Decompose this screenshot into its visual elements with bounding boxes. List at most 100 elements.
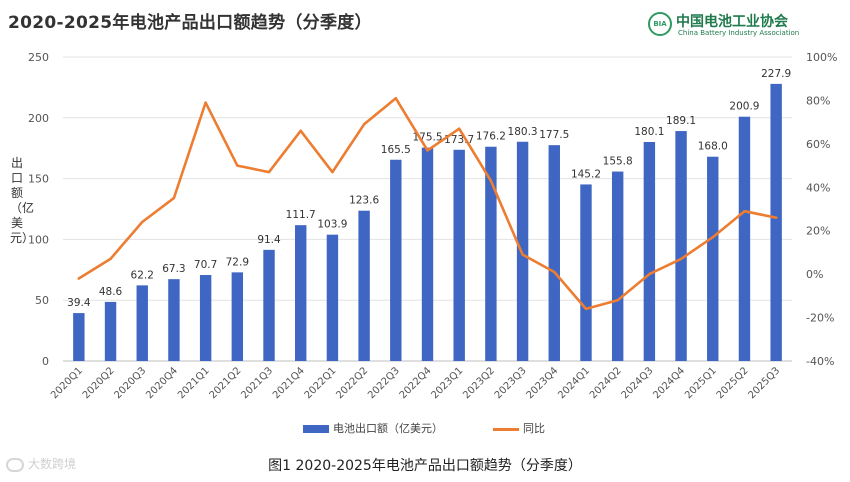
- y-right-tick-label: 80%: [806, 94, 830, 107]
- line-point: [267, 170, 271, 174]
- line-point: [679, 257, 683, 261]
- legend-line-swatch: [493, 427, 519, 431]
- logo-name: 中国电池工业协会: [676, 14, 788, 30]
- x-tick-label: 2022Q1: [303, 365, 339, 401]
- bar-data-label: 103.9: [317, 219, 347, 231]
- line-point: [457, 127, 461, 130]
- watermark-icon: [6, 457, 24, 472]
- line-point: [109, 257, 112, 261]
- x-tick-label: 2023Q4: [525, 365, 561, 401]
- bar: [231, 272, 244, 361]
- x-tick-label: 2023Q1: [429, 365, 465, 401]
- bar: [358, 210, 370, 361]
- bar: [326, 234, 339, 361]
- line-point: [711, 236, 714, 239]
- x-tick-label: 2020Q4: [144, 365, 180, 401]
- bar: [738, 116, 751, 361]
- line-point: [489, 179, 493, 182]
- bar: [263, 249, 275, 361]
- line-point: [521, 253, 524, 256]
- bar-data-label: 180.3: [508, 126, 538, 138]
- line-point: [616, 299, 619, 302]
- y-right-tick-label: 60%: [806, 138, 830, 151]
- line-point: [584, 307, 588, 311]
- x-tick-label: 2021Q1: [176, 365, 212, 401]
- bar: [485, 146, 497, 361]
- line-point: [648, 272, 651, 276]
- y-left-tick-label: 200: [28, 112, 49, 125]
- x-tick-label: 2024Q1: [556, 365, 592, 401]
- logo-icon: BIA: [648, 12, 672, 36]
- x-tick-label: 2024Q2: [588, 365, 624, 401]
- x-tick-label: 2021Q4: [271, 365, 307, 401]
- bar: [611, 171, 624, 361]
- legend-line-label: 同比: [523, 422, 545, 435]
- bar-data-label: 155.8: [603, 156, 633, 168]
- bar: [295, 225, 307, 361]
- y-right-tick-label: -20%: [806, 312, 834, 325]
- bar: [104, 301, 117, 361]
- line-point: [394, 97, 398, 100]
- bar: [580, 184, 592, 361]
- bar: [643, 141, 656, 361]
- bar: [199, 275, 212, 361]
- bar: [168, 279, 180, 361]
- bar-data-label: 200.9: [729, 101, 759, 113]
- line-point: [743, 209, 746, 213]
- line-point: [204, 101, 207, 104]
- y-left-tick-label: 250: [28, 51, 49, 64]
- bar-data-label: 48.6: [99, 286, 123, 298]
- line-point: [331, 170, 334, 174]
- bar-data-label: 165.5: [381, 144, 411, 156]
- bar-data-label: 175.5: [412, 132, 442, 144]
- bar-data-label: 70.7: [194, 259, 217, 271]
- line-point: [77, 277, 81, 280]
- bar-data-label: 180.1: [634, 126, 664, 138]
- bar-data-label: 62.2: [131, 269, 154, 281]
- line-point: [141, 220, 144, 224]
- chart-title: 2020-2025年电池产品出口额趋势（分季度）: [8, 13, 372, 33]
- x-tick-label: 2024Q3: [620, 365, 656, 401]
- bar-data-label: 145.2: [571, 168, 601, 180]
- combo-chart: 0 50 100 150 200 250 -40% -20% 0% 20% 40% 60% 80% 10…: [28, 51, 837, 401]
- line-point: [426, 149, 429, 152]
- x-tick-label: 2022Q4: [398, 365, 434, 401]
- x-tick-label: 2025Q2: [715, 365, 751, 401]
- x-tick-label: 2025Q3: [746, 365, 782, 401]
- bar-data-label: 176.2: [476, 131, 506, 143]
- x-tick-label: 2020Q1: [49, 365, 85, 401]
- bar: [707, 156, 719, 361]
- legend: 电池出口额（亿美元） 同比: [303, 420, 545, 436]
- y-right-tick-label: 40%: [806, 181, 830, 194]
- legend-bar-swatch: [303, 425, 329, 433]
- x-tick-label: 2022Q3: [366, 365, 402, 401]
- bar-data-label: 168.0: [698, 141, 728, 153]
- legend-bar-label: 电池出口额（亿美元）: [333, 422, 443, 435]
- bar: [136, 285, 148, 361]
- line-point: [362, 123, 366, 126]
- bar: [453, 149, 465, 361]
- y-right-tick-label: -40%: [806, 355, 834, 368]
- bar: [548, 145, 560, 361]
- y-right-tick-label: 20%: [806, 225, 830, 238]
- bar-data-label: 91.4: [257, 234, 281, 246]
- line-point: [236, 164, 239, 167]
- bar: [770, 83, 782, 361]
- y-left-tick-label: 50: [35, 294, 49, 307]
- x-axis-ticks: 2020Q12020Q22020Q32020Q42021Q12021Q22021…: [49, 365, 782, 401]
- y-left-tick-label: 100: [28, 233, 49, 246]
- line-series: [77, 97, 778, 311]
- bar-data-label: 39.4: [67, 297, 91, 309]
- bar-data-label: 72.9: [226, 256, 249, 268]
- line-point: [172, 196, 176, 200]
- x-tick-label: 2021Q2: [208, 365, 244, 401]
- x-tick-label: 2024Q4: [651, 365, 687, 401]
- bar-data-label: 177.5: [539, 129, 569, 141]
- bar: [675, 131, 687, 361]
- x-tick-label: 2023Q3: [493, 365, 529, 401]
- figure-caption: 图1 2020-2025年电池产品出口额趋势（分季度）: [268, 458, 582, 474]
- x-tick-label: 2025Q1: [683, 365, 719, 401]
- watermark: 大数跨境: [6, 455, 76, 472]
- bar-data-label: 189.1: [666, 115, 696, 127]
- bar-data-label: 227.9: [761, 68, 791, 80]
